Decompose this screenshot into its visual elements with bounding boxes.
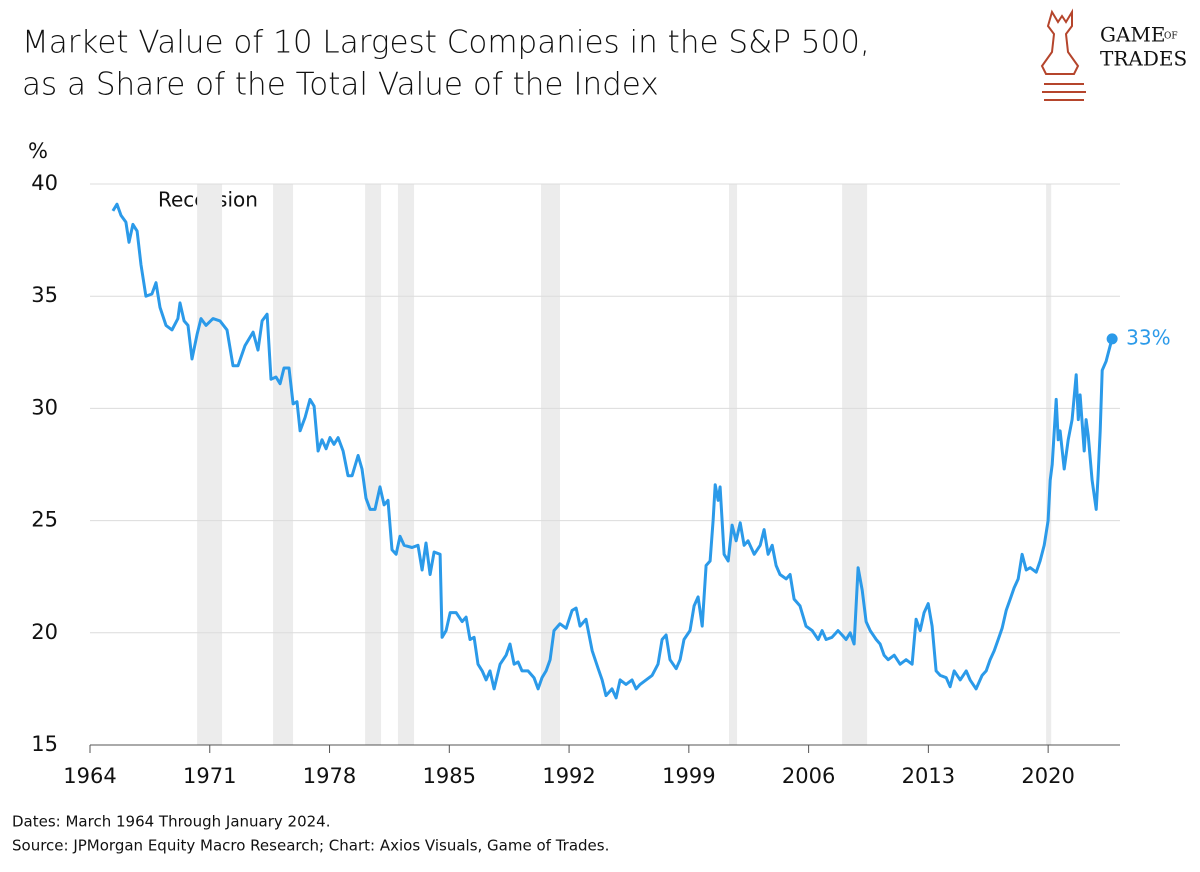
recession-band bbox=[1046, 184, 1052, 745]
logo-icon bbox=[1040, 8, 1080, 75]
chart-title: as a Share of the Total Value of the Ind… bbox=[22, 67, 659, 103]
x-tick-label: 1978 bbox=[303, 764, 356, 788]
recession-band bbox=[197, 184, 223, 745]
y-tick-label: 20 bbox=[31, 620, 58, 644]
x-tick-label: 1985 bbox=[423, 764, 476, 788]
recession-band bbox=[397, 184, 415, 745]
x-tick-label: 2013 bbox=[902, 764, 955, 788]
x-tick-label: 2006 bbox=[782, 764, 835, 788]
end-point bbox=[1106, 333, 1118, 345]
y-tick-label: 35 bbox=[31, 283, 58, 307]
recession-band bbox=[365, 184, 382, 745]
data-line bbox=[111, 202, 1114, 700]
logo-text: OF bbox=[1164, 32, 1178, 42]
footnote: Source: JPMorgan Equity Macro Research; … bbox=[12, 837, 609, 855]
logo-base bbox=[1042, 83, 1086, 101]
x-tick-label: 1999 bbox=[662, 764, 715, 788]
logo-text: GAME bbox=[1100, 23, 1166, 47]
x-tick-label: 1971 bbox=[183, 764, 236, 788]
x-tick-label: 1964 bbox=[63, 764, 116, 788]
y-tick-label: 30 bbox=[31, 395, 58, 419]
logo bbox=[1040, 8, 1086, 101]
x-tick-label: 2020 bbox=[1021, 764, 1074, 788]
y-tick-label: 40 bbox=[31, 171, 58, 195]
x-tick-label: 1992 bbox=[542, 764, 595, 788]
y-axis-label: % bbox=[28, 139, 48, 163]
recession-band bbox=[729, 184, 738, 745]
chart-title: Market Value of 10 Largest Companies in … bbox=[22, 25, 870, 61]
recession-band bbox=[541, 184, 561, 745]
footnote: Dates: March 1964 Through January 2024. bbox=[12, 813, 331, 831]
y-tick-label: 15 bbox=[31, 732, 58, 756]
end-label: 33% bbox=[1126, 325, 1170, 349]
y-tick-label: 25 bbox=[31, 508, 58, 532]
logo-text: TRADES bbox=[1100, 47, 1187, 71]
recession-band bbox=[273, 184, 294, 745]
recession-band bbox=[842, 184, 868, 745]
